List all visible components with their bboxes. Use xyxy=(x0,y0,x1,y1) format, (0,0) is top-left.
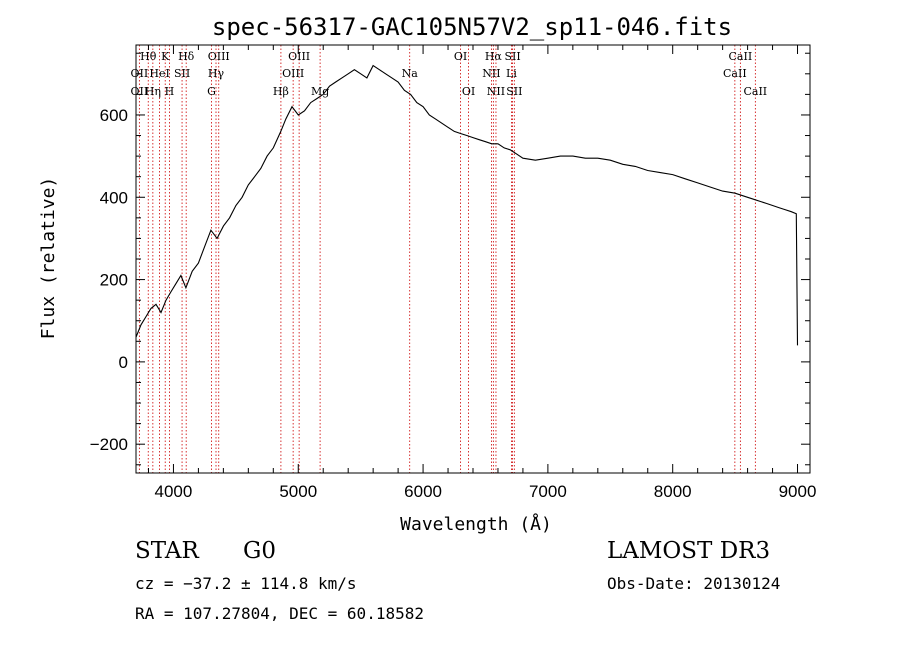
spectral-line-markers xyxy=(138,45,756,473)
x-tick-label: 8000 xyxy=(654,482,692,501)
line-label: HeI xyxy=(149,67,169,80)
chart-title: spec-56317-GAC105N57V2_sp11-046.fits xyxy=(212,13,732,41)
line-label: OIII xyxy=(288,50,310,63)
observation-date: Obs-Date: 20130124 xyxy=(607,574,781,593)
line-label: OII xyxy=(131,85,149,98)
line-label: SII xyxy=(506,85,522,98)
plot-area xyxy=(135,64,799,346)
x-tick-label: 4000 xyxy=(155,482,193,501)
line-label: Hδ xyxy=(178,50,195,63)
line-label: CaII xyxy=(723,67,747,80)
line-label: CaII xyxy=(729,50,753,63)
x-tick-label: 7000 xyxy=(529,482,567,501)
line-label: K xyxy=(161,50,170,63)
line-label: NII xyxy=(482,67,500,80)
line-label: CaII xyxy=(743,85,767,98)
line-label: Hγ xyxy=(208,67,225,80)
y-tick-label: 600 xyxy=(100,106,128,125)
survey-name: LAMOST DR3 xyxy=(607,538,771,564)
coordinates: RA = 107.27804, DEC = 60.18582 xyxy=(135,604,424,623)
spectrum-chart: spec-56317-GAC105N57V2_sp11-046.fits Hθ O… xyxy=(38,13,817,535)
redshift-velocity: cz = −37.2 ± 114.8 km/s xyxy=(135,574,357,593)
line-label: Hη xyxy=(145,85,161,98)
line-label: Na xyxy=(402,67,419,80)
line-label: Hα xyxy=(485,50,503,63)
line-label: NII xyxy=(487,85,505,98)
line-label: OI xyxy=(454,50,467,63)
line-label: OI xyxy=(462,85,475,98)
line-label: G xyxy=(207,85,216,98)
y-tick-label: −200 xyxy=(90,435,128,454)
plot-frame xyxy=(135,44,811,474)
line-label: Hβ xyxy=(273,85,289,98)
y-tick-label: 0 xyxy=(119,353,128,372)
x-tick-label: 5000 xyxy=(279,482,317,501)
y-axis-label: Flux (relative) xyxy=(38,177,59,340)
line-label: OIII xyxy=(208,50,230,63)
object-subclass: G0 xyxy=(243,538,277,564)
line-label: H xyxy=(165,85,175,98)
y-tick-label: 200 xyxy=(100,271,128,290)
line-label: SII xyxy=(174,67,190,80)
line-label: SII xyxy=(504,50,520,63)
object-class: STAR xyxy=(135,538,199,564)
spectrum-series-flux xyxy=(135,64,799,346)
axes: 4000 5000 6000 7000 8000 9000 −200 0 200 400 600 xyxy=(90,44,817,501)
line-label: OIII xyxy=(282,67,304,80)
line-label: Mg xyxy=(311,85,329,98)
x-tick-label: 9000 xyxy=(779,482,817,501)
x-tick-label: 6000 xyxy=(404,482,442,501)
y-tick-label: 400 xyxy=(100,188,128,207)
x-axis-label: Wavelength (Å) xyxy=(400,513,552,535)
line-label: Li xyxy=(506,67,517,80)
line-label: Hθ xyxy=(140,50,157,63)
